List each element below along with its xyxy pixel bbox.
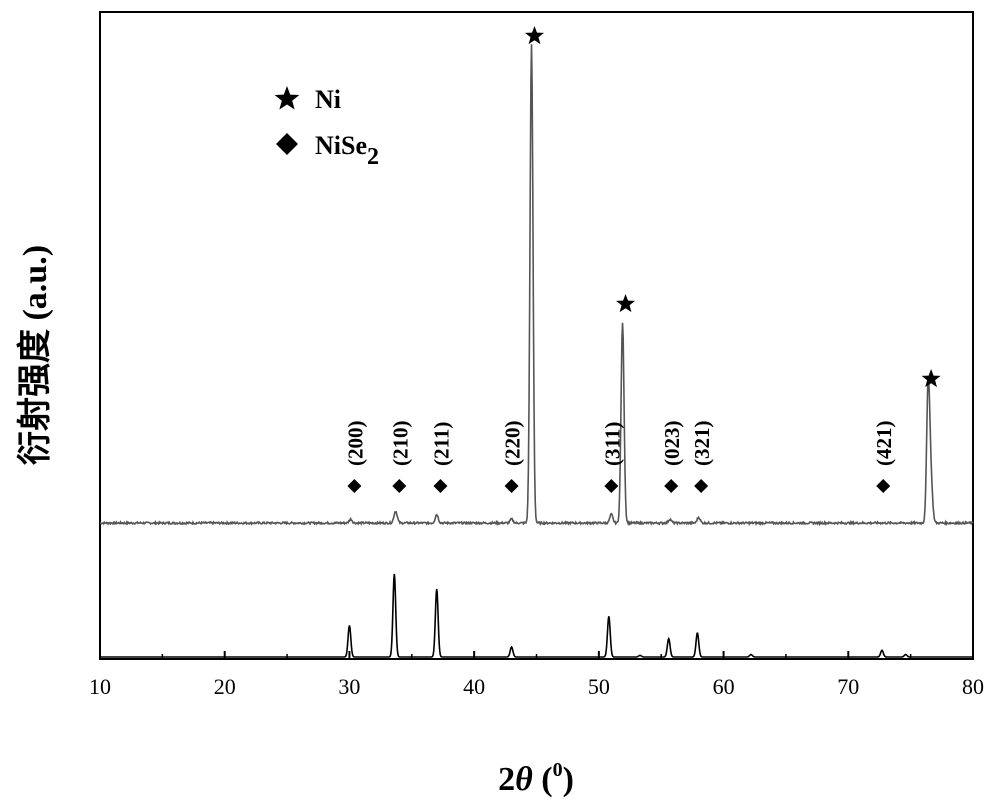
legend: Ni NiSe2 [274, 85, 379, 170]
ni-star-marker [525, 26, 545, 45]
hkl-label: (211) [429, 422, 453, 466]
x-tick-label: 10 [89, 674, 111, 699]
legend-ni-label: Ni [315, 85, 341, 114]
hkl-label: (210) [388, 421, 412, 467]
nise2-diamond-marker [694, 479, 709, 493]
plot-frame [99, 11, 974, 660]
legend-nise2-label: NiSe2 [315, 131, 379, 170]
nise2-diamond-marker [433, 479, 448, 493]
x-tick-labels: 10 20 30 40 50 60 70 80 [89, 674, 984, 699]
legend-star-icon [274, 86, 300, 110]
star-icon [274, 86, 300, 110]
hkl-label: (200) [343, 421, 367, 467]
y-axis-label: 衍射强度 (a.u.) [16, 245, 54, 465]
x-tick-label: 80 [962, 674, 984, 699]
x-tick-label: 70 [837, 674, 859, 699]
hkl-label: (023) [660, 421, 684, 467]
nise2-diamond-marker [664, 479, 679, 493]
diamond-icon [276, 133, 298, 155]
nise2-diamond-marker [504, 479, 519, 493]
nise2-peak-markers: (200) (210) (211) (220) (311) (023) (321) (421) [343, 421, 896, 493]
x-tick-label: 20 [214, 674, 236, 699]
x-tick-label: 30 [338, 674, 360, 699]
hkl-label: (421) [872, 421, 896, 467]
nise2-diamond-marker [392, 479, 407, 493]
nise2-diamond-marker [876, 479, 891, 493]
nise2-diamond-marker [347, 479, 362, 493]
reference-pattern-line [100, 573, 973, 658]
measured-pattern-line [99, 44, 974, 527]
ni-star-marker [616, 294, 636, 313]
ni-star-marker [921, 369, 941, 388]
hkl-label: (311) [600, 422, 624, 466]
x-tick-label: 50 [588, 674, 610, 699]
nise2-diamond-marker [604, 479, 619, 493]
x-tick-label: 40 [463, 674, 485, 699]
x-axis-label: 2θ (0) [498, 759, 574, 798]
legend-diamond-icon [276, 133, 298, 155]
x-tick-label: 60 [713, 674, 735, 699]
ni-peak-markers [525, 26, 941, 388]
hkl-label: (321) [690, 421, 714, 467]
reference-pattern [100, 573, 973, 658]
hkl-label: (220) [501, 421, 525, 467]
